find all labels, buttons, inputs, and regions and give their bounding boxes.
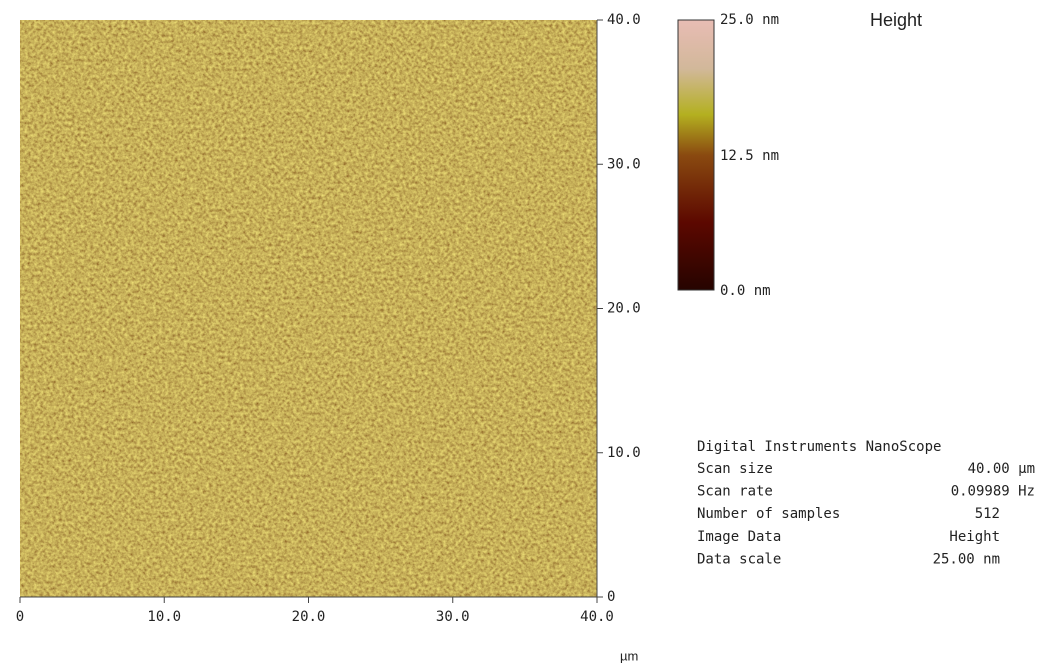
- info-label: Scan rate: [697, 484, 773, 500]
- color-bar-title: Height: [870, 10, 922, 30]
- info-value: 40.00 µm: [968, 461, 1035, 477]
- color-bar-label: 0.0 nm: [720, 283, 771, 299]
- info-value: Height: [949, 529, 1000, 545]
- y-tick-label: 20.0: [607, 301, 641, 317]
- info-label: Image Data: [697, 529, 781, 545]
- info-value: 0.09989 Hz: [951, 484, 1035, 500]
- x-tick-label: 30.0: [436, 609, 470, 625]
- color-bar-label: 25.0 nm: [720, 12, 779, 28]
- x-tick-label: 40.0: [580, 609, 614, 625]
- afm-image: [20, 20, 597, 597]
- info-header: Digital Instruments NanoScope: [697, 439, 941, 455]
- info-value: 25.00 nm: [933, 551, 1000, 567]
- info-label: Number of samples: [697, 506, 840, 522]
- info-label: Data scale: [697, 551, 781, 567]
- x-tick-label: 20.0: [292, 609, 326, 625]
- y-tick-label: 40.0: [607, 12, 641, 28]
- y-tick-label: 10.0: [607, 445, 641, 461]
- x-tick-label: 10.0: [147, 609, 181, 625]
- info-value: 512: [975, 506, 1000, 522]
- y-tick-label: 30.0: [607, 156, 641, 172]
- color-bar: [677, 19, 715, 291]
- color-bar-label: 12.5 nm: [720, 148, 779, 164]
- x-unit: µm: [620, 648, 638, 663]
- info-label: Scan size: [697, 461, 773, 477]
- x-tick-label: 0: [16, 609, 24, 625]
- y-tick-label: 0: [607, 589, 615, 605]
